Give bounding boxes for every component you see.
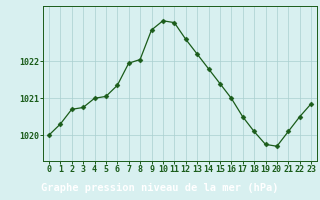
Text: Graphe pression niveau de la mer (hPa): Graphe pression niveau de la mer (hPa) xyxy=(41,183,279,193)
